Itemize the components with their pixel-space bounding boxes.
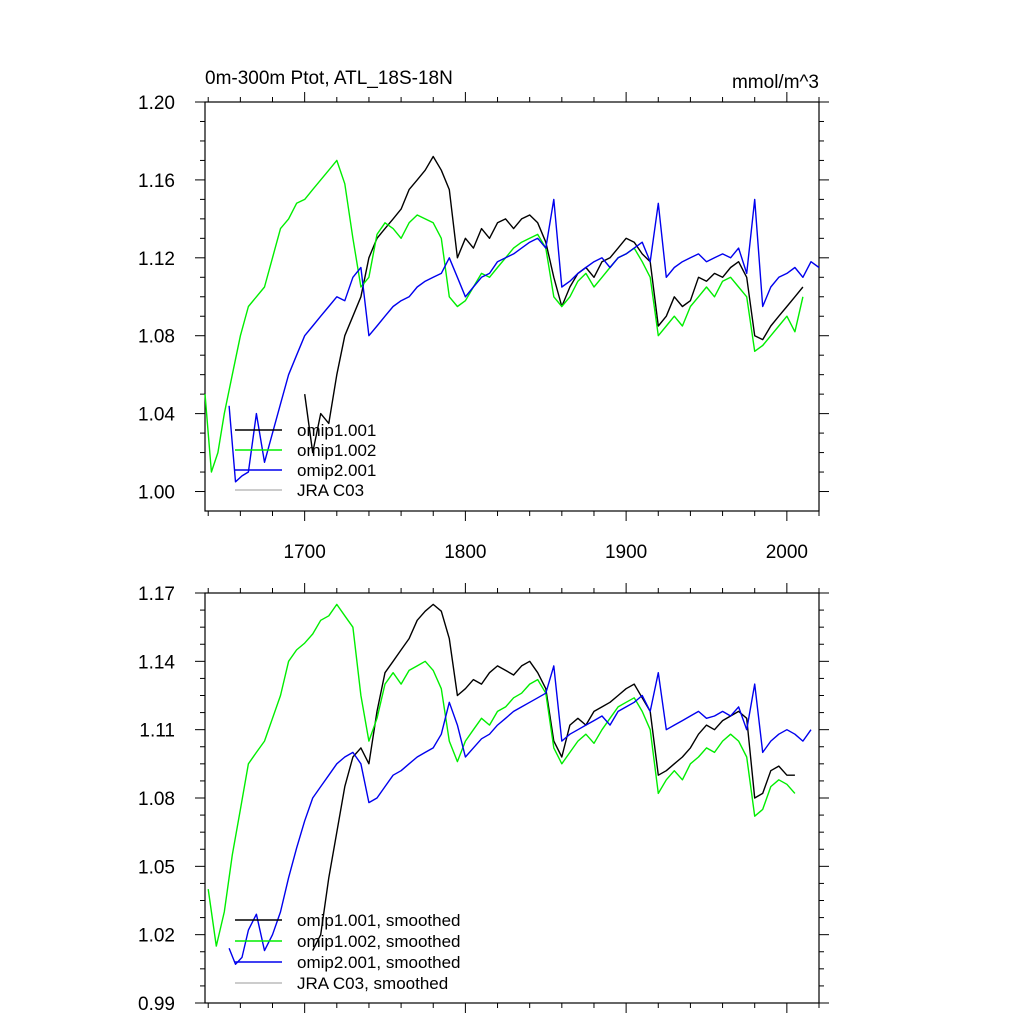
bottom-panel: 0.99 1.02 1.05 1.08 1.11 1.14 1.17 omip1.001, … <box>138 583 829 1015</box>
top-series-lines <box>204 155 820 483</box>
bottom-axis-ticks <box>195 583 829 1013</box>
bottom-legend: omip1.001, smoothed omip1.002, smoothed om… <box>235 911 461 993</box>
legend-label: omip2.001 <box>297 461 376 480</box>
y-tick-label: 1.17 <box>138 584 175 605</box>
legend-label: omip1.001, smoothed <box>297 911 461 930</box>
top-x-tick-labels: 1700 1800 1900 2000 <box>284 542 808 563</box>
legend-label: omip2.001, smoothed <box>297 953 461 972</box>
top-axis-ticks <box>195 92 829 521</box>
x-tick-label: 1700 <box>284 542 326 563</box>
legend-label: omip1.002 <box>297 441 376 460</box>
top-plot-frame <box>204 101 820 512</box>
bottom-y-tick-labels: 0.99 1.02 1.05 1.08 1.11 1.14 1.17 <box>138 584 175 1015</box>
series-line-omip1-002-smoothed <box>207 603 796 947</box>
x-tick-label: 1800 <box>444 542 486 563</box>
y-tick-label: 1.02 <box>138 926 175 947</box>
top-chart-units: mmol/m^3 <box>732 72 819 93</box>
y-tick-label: 1.04 <box>138 405 175 426</box>
legend-label: JRA C03, smoothed <box>297 974 448 993</box>
y-tick-label: 1.11 <box>139 721 175 742</box>
bottom-series-lines <box>207 603 812 965</box>
x-tick-label: 2000 <box>766 542 808 563</box>
y-tick-label: 1.16 <box>138 171 175 192</box>
x-tick-label: 1900 <box>605 542 647 563</box>
y-tick-label: 0.99 <box>138 994 175 1015</box>
top-panel: 0m-300m Ptot, ATL_18S-18N mmol/m^3 1.001… <box>138 68 829 563</box>
series-line-omip1-001-smoothed <box>312 603 795 951</box>
legend-label: JRA C03 <box>297 481 364 500</box>
legend-label: omip1.002, smoothed <box>297 932 461 951</box>
top-y-tick-labels: 1.00 1.04 1.08 1.12 1.16 1.20 <box>138 93 175 504</box>
y-tick-label: 1.00 <box>138 483 175 504</box>
y-tick-label: 1.05 <box>138 857 175 878</box>
y-tick-label: 1.08 <box>138 327 175 348</box>
y-tick-label: 1.14 <box>138 652 175 673</box>
y-tick-label: 1.08 <box>138 789 175 810</box>
y-tick-label: 1.12 <box>138 249 175 270</box>
series-line-omip2-001 <box>228 198 820 483</box>
y-tick-label: 1.20 <box>138 93 175 114</box>
series-line-omip1-002 <box>204 159 804 473</box>
series-line-omip2-001-smoothed <box>228 665 812 965</box>
top-chart-title: 0m-300m Ptot, ATL_18S-18N <box>205 68 453 89</box>
legend-label: omip1.001 <box>297 421 376 440</box>
